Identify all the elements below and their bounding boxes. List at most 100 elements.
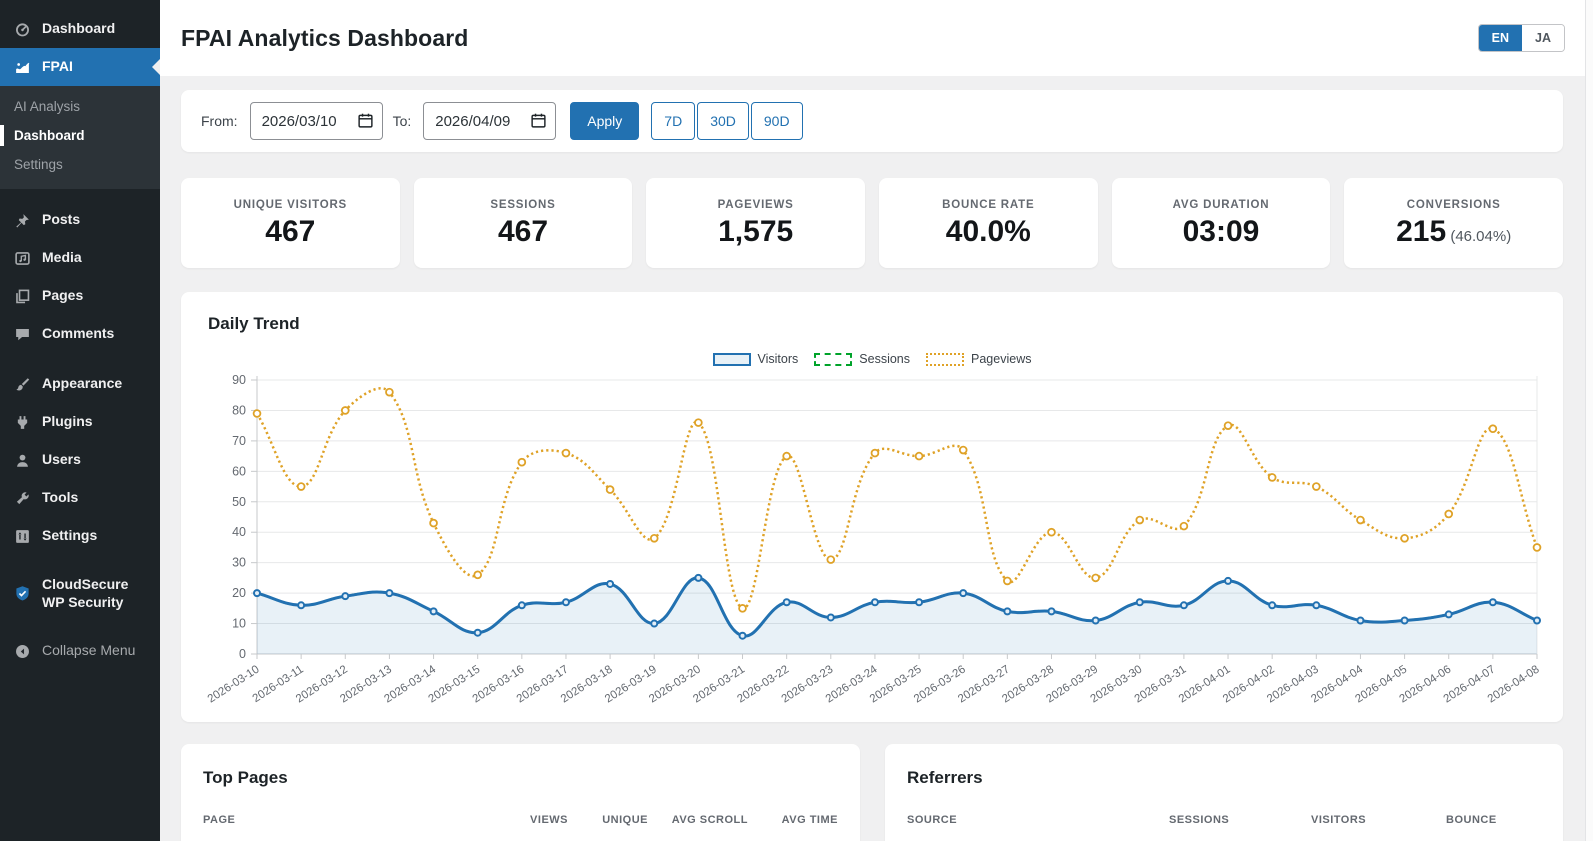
stat-card-bounce-rate: BOUNCE RATE 40.0% (879, 178, 1098, 268)
chart-legend: Visitors Sessions Pageviews (201, 352, 1543, 366)
sliders-icon (12, 526, 32, 546)
sidebar-item-plugins[interactable]: Plugins (0, 403, 160, 441)
sidebar-subitem-fpai-settings[interactable]: Settings (14, 157, 63, 172)
sidebar-item-dashboard[interactable]: Dashboard (0, 10, 160, 48)
sidebar-item-label: CloudSecure WP Security (42, 576, 129, 610)
stats-row: UNIQUE VISITORS 467 SESSIONS 467 PAGEVIEWS 1,… (181, 178, 1563, 268)
to-date-wrap (423, 102, 557, 140)
referrers-header-row: SOURCE SESSIONS VISITORS BOUNCE (905, 814, 1543, 826)
top-pages-col-unique: UNIQUE (602, 814, 648, 826)
stat-value: 03:09 (1182, 214, 1260, 248)
shield-icon (12, 584, 32, 604)
date-filter-bar: From: To: Apply (181, 90, 1563, 152)
sidebar-item-label: Dashboard (42, 20, 116, 37)
sidebar-item-label: Users (42, 451, 81, 468)
stat-value: 40.0% (945, 214, 1031, 248)
sidebar-item-fpai[interactable]: FPAI (0, 48, 160, 86)
top-pages-col-avg-scroll: AVG SCROLL (671, 814, 748, 826)
legend-item-pageviews[interactable]: Pageviews (926, 352, 1031, 366)
stat-card-conversions: CONVERSIONS 215 (46.04%) (1344, 178, 1563, 268)
daily-trend-card: Daily Trend Visitors Sessions Pageviews 0 1… (181, 292, 1563, 722)
stat-value: 215 (46.04%) (1396, 214, 1512, 248)
sidebar-item-posts[interactable]: Posts (0, 201, 160, 239)
lang-button-ja[interactable]: JA (1522, 25, 1564, 51)
page-title: FPAI Analytics Dashboard (181, 24, 469, 51)
sidebar-item-label: Settings (42, 527, 98, 544)
sidebar-item-cloudsecure[interactable]: CloudSecure WP Security (0, 567, 160, 620)
stat-card-pageviews: PAGEVIEWS 1,575 (646, 178, 865, 268)
to-label: To: (392, 113, 412, 129)
sidebar-item-label: Collapse Menu (42, 642, 136, 659)
from-date-wrap (249, 102, 383, 140)
sidebar-item-media[interactable]: Media (0, 239, 160, 277)
svg-text:30: 30 (232, 556, 246, 570)
plug-icon (12, 412, 32, 432)
svg-text:60: 60 (232, 464, 246, 478)
stat-card-avg-duration: AVG DURATION 03:09 (1111, 178, 1331, 268)
collapse-icon (12, 641, 32, 661)
sidebar-item-tools[interactable]: Tools (0, 479, 160, 517)
top-pages-header-row: PAGE VIEWS UNIQUE AVG SCROLL AVG TIME (201, 814, 840, 826)
quick-range-7d[interactable]: 7D (651, 102, 696, 140)
user-icon (12, 450, 32, 470)
scrollbar[interactable] (1585, 0, 1593, 841)
sidebar-item-label: Tools (42, 489, 79, 506)
chart-title: Daily Trend (208, 314, 300, 333)
legend-swatch (814, 352, 853, 366)
legend-label: Visitors (757, 352, 799, 366)
sidebar-item-users[interactable]: Users (0, 441, 160, 479)
stat-card-sessions: SESSIONS 467 (413, 178, 633, 268)
svg-text:80: 80 (232, 403, 246, 417)
svg-text:40: 40 (232, 525, 246, 539)
media-icon (12, 248, 32, 268)
legend-swatch (712, 352, 751, 366)
sidebar-item-pages[interactable]: Pages (0, 277, 160, 315)
sidebar-item-settings[interactable]: Settings (0, 517, 160, 555)
to-date-input[interactable] (423, 102, 557, 140)
stat-label: SESSIONS (490, 198, 556, 211)
svg-text:0: 0 (239, 647, 246, 661)
from-label: From: (201, 113, 238, 129)
lang-button-en[interactable]: EN (1478, 25, 1523, 51)
svg-text:50: 50 (232, 495, 246, 509)
svg-text:70: 70 (232, 434, 246, 448)
stat-value: 1,575 (718, 214, 794, 248)
stat-label: UNIQUE VISITORS (233, 198, 348, 211)
pushpin-icon (12, 210, 32, 230)
quick-range-buttons: 7D 30D 90D (649, 102, 803, 140)
sidebar-item-label: Media (42, 249, 82, 266)
brush-icon (12, 374, 32, 394)
top-pages-col-page: PAGE (203, 814, 236, 826)
referrers-col-bounce: BOUNCE (1446, 814, 1497, 826)
from-date-input[interactable] (249, 102, 383, 140)
legend-item-sessions[interactable]: Sessions (814, 352, 910, 366)
sidebar-item-label: Posts (42, 211, 81, 228)
wrench-icon (12, 488, 32, 508)
legend-swatch (926, 352, 965, 366)
stat-label: PAGEVIEWS (717, 198, 794, 211)
quick-range-30d[interactable]: 30D (697, 102, 749, 140)
svg-text:90: 90 (232, 373, 246, 387)
referrers-title: Referrers (907, 768, 983, 787)
page-header: FPAI Analytics Dashboard EN JA (160, 0, 1593, 76)
comment-icon (12, 324, 32, 344)
sidebar-item-label: FPAI (42, 58, 73, 75)
sidebar-item-collapse-menu[interactable]: Collapse Menu (0, 632, 160, 670)
sidebar-item-comments[interactable]: Comments (0, 315, 160, 353)
top-pages-col-views: VIEWS (530, 814, 568, 826)
sidebar-subitem-fpai-dashboard[interactable]: Dashboard (0, 121, 160, 150)
sidebar-item-label: Plugins (42, 413, 93, 430)
quick-range-90d[interactable]: 90D (750, 102, 803, 140)
sidebar-item-appearance[interactable]: Appearance (0, 365, 160, 403)
apply-button[interactable]: Apply (570, 102, 640, 140)
sidebar-submenu-fpai: AI Analysis Dashboard Settings (0, 86, 160, 189)
pages-icon (12, 286, 32, 306)
language-toggle: EN JA (1477, 24, 1565, 52)
gauge-icon (12, 19, 32, 39)
sidebar-subitem-ai-analysis[interactable]: AI Analysis (14, 99, 81, 114)
legend-item-visitors[interactable]: Visitors (712, 352, 799, 366)
daily-trend-chart: 0 10 20 30 40 50 60 70 80 90 2026-03-10 2026-03-11 2… (201, 370, 1543, 727)
stat-value: 467 (497, 214, 549, 248)
stat-label: CONVERSIONS (1406, 198, 1501, 211)
referrers-col-sessions: SESSIONS (1169, 814, 1230, 826)
